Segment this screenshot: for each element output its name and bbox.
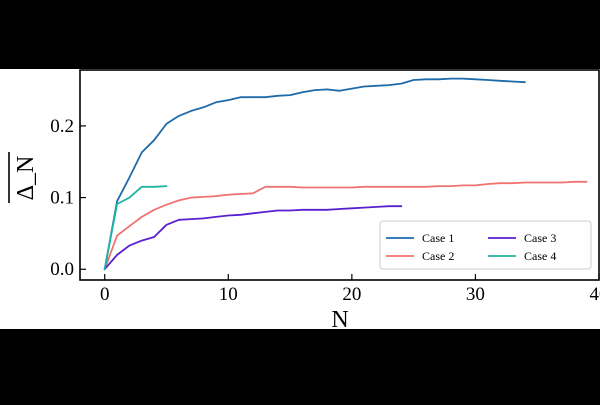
legend-label-case-1: Case 1 [422, 231, 454, 245]
x-tick-label: 30 [466, 284, 485, 305]
legend-label-case-2: Case 2 [422, 249, 454, 263]
x-tick-label: 0 [100, 284, 110, 305]
y-tick-label: 0.0 [50, 259, 74, 280]
x-tick-label: 20 [342, 284, 361, 305]
x-tick-label: 10 [219, 284, 238, 305]
figure-background [0, 69, 600, 329]
legend-label-case-4: Case 4 [524, 249, 556, 263]
y-tick-label: 0.1 [50, 188, 74, 209]
y-axis-title: Δ_N [13, 156, 39, 201]
x-tick-label: 40 [590, 284, 600, 305]
legend-label-case-3: Case 3 [524, 231, 556, 245]
legend: Case 1 Case 2 Case 3 Case 4 [380, 221, 591, 269]
y-tick-label: 0.2 [50, 116, 74, 137]
x-axis-title: N [331, 307, 348, 333]
legend-box [380, 221, 591, 269]
